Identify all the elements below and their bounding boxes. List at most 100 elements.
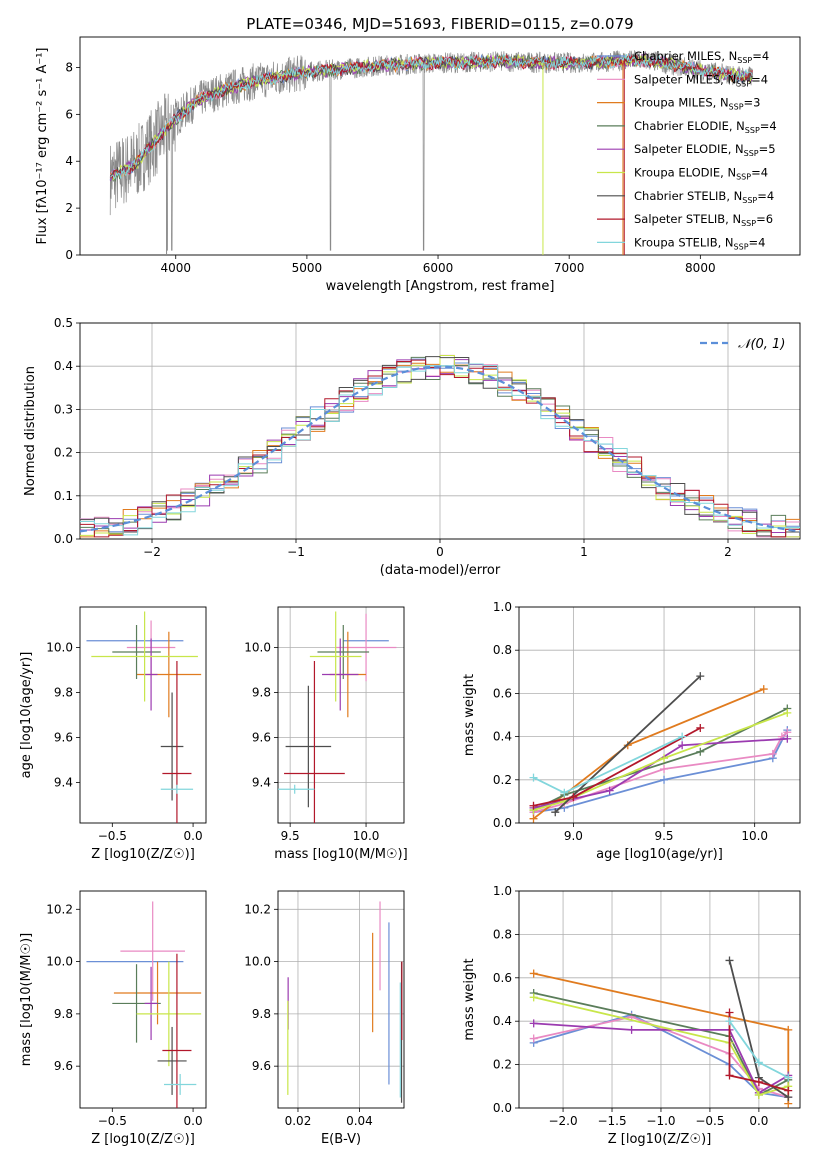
weight_vs_age-marker bbox=[660, 765, 669, 773]
mass_vs_Z-points bbox=[86, 901, 202, 1108]
figure-title: PLATE=0346, MJD=51693, FIBERID=0115, z=0… bbox=[246, 15, 633, 33]
weight_vs_age-marker bbox=[529, 773, 538, 782]
weight_vs_age-marker bbox=[783, 708, 792, 717]
age_vs_Z-ytick-label: 10.0 bbox=[46, 641, 73, 655]
age_vs_mass-points bbox=[278, 611, 397, 823]
weight_vs_age-marker bbox=[605, 786, 614, 795]
age_vs_mass-xtick-label: 9.5 bbox=[281, 829, 300, 843]
weight_vs_Z-marker bbox=[754, 1058, 763, 1067]
spectrum-lines bbox=[109, 50, 754, 255]
weight_vs_age-marker bbox=[678, 732, 687, 741]
age_vs_Z-ytick-label: 9.8 bbox=[54, 686, 73, 700]
weight_vs_Z-lines bbox=[529, 956, 793, 1108]
spectrum-legend: Chabrier MILES, NSSP=4 Salpeter MILES, NS… bbox=[597, 49, 777, 251]
spectrum-xlabel: wavelength [Angstrom, rest frame] bbox=[326, 279, 555, 294]
mass_vs_ebv-ytick-label: 9.6 bbox=[252, 1059, 271, 1073]
weight_vs_Z-marker bbox=[529, 1019, 538, 1028]
weight_vs_Z-xtick-label: −0.5 bbox=[695, 1114, 724, 1128]
age_vs_mass-axes: 9.5 10.0 9.4 9.6 9.8 10.0 mass [log10(M/M☉)] bbox=[244, 606, 408, 862]
age_vs_mass-frame bbox=[277, 606, 405, 824]
weight_vs_age-marker bbox=[696, 723, 705, 732]
weight_vs_Z-marker bbox=[784, 1086, 793, 1095]
weight_vs_Z-marker bbox=[725, 956, 734, 965]
residuals-steps bbox=[80, 354, 800, 538]
weight_vs_Z-marker bbox=[529, 1034, 538, 1043]
weight_vs_age-xtick-label: 9.5 bbox=[654, 829, 673, 843]
mass_vs_ebv-xtick-label: 0.04 bbox=[346, 1114, 373, 1128]
spectrum-ylabel: Flux [fλ10⁻¹⁷ erg cm⁻² s⁻¹ A⁻¹] bbox=[35, 48, 50, 245]
weight_vs_age-marker bbox=[529, 801, 538, 810]
weight_vs_Z-series-line bbox=[728, 1012, 789, 1092]
age_vs_mass-ytick-label: 10.0 bbox=[244, 641, 271, 655]
residuals-ytick-label: 0.5 bbox=[54, 316, 73, 330]
age_vs_mass-xlabel: mass [log10(M/M☉)] bbox=[274, 847, 407, 862]
mass_vs_Z-ytick-label: 9.6 bbox=[54, 1059, 73, 1073]
age_vs_Z-points bbox=[86, 611, 202, 823]
age_vs_Z-ylabel: age [log10(age/yr)] bbox=[19, 652, 34, 779]
mass_vs_Z-axes: −0.5 0.0 9.6 9.8 10.0 10.2 Z [log10(Z/Z☉)] mass… bbox=[19, 890, 207, 1147]
age_vs_mass-ytick-label: 9.4 bbox=[252, 776, 271, 790]
residuals-xtick-label: 1 bbox=[580, 545, 588, 559]
weight_vs_Z-marker bbox=[529, 993, 538, 1002]
mass_vs_ebv-ytick-label: 10.2 bbox=[244, 902, 271, 916]
residuals-ytick-label: 0.1 bbox=[54, 489, 73, 503]
legend-entry: Salpeter MILES, NSSP=4 bbox=[634, 72, 768, 88]
mass_vs_ebv-ytick-label: 10.0 bbox=[244, 955, 271, 969]
residuals-legend-label: 𝒩(0, 1) bbox=[738, 337, 785, 352]
weight_vs_Z-marker bbox=[725, 1017, 734, 1026]
weight_vs_Z-ytick-label: 0.8 bbox=[493, 927, 512, 941]
age_vs_mass-ytick-label: 9.8 bbox=[252, 686, 271, 700]
mass_vs_ebv-axes: 0.02 0.04 9.6 9.8 10.0 10.2 E(B-V) bbox=[244, 890, 405, 1147]
mass_vs_ebv-xlabel: E(B-V) bbox=[321, 1132, 361, 1147]
residuals-axes: −2 −1 0 1 2 0.0 0.1 0.2 0.3 0.4 0.5 (data-model)/er… bbox=[23, 316, 801, 578]
weight_vs_Z-ytick-label: 0.4 bbox=[493, 1014, 512, 1028]
residuals-ytick-label: 0.0 bbox=[54, 532, 73, 546]
weight_vs_age-marker bbox=[759, 685, 768, 694]
weight_vs_Z-marker bbox=[627, 1025, 636, 1034]
weight_vs_Z-series-line bbox=[533, 996, 789, 1097]
weight_vs_age-xlabel: age [log10(age/yr)] bbox=[596, 847, 723, 862]
age_vs_mass-xtick-label: 10.0 bbox=[353, 829, 380, 843]
residuals-xtick-label: −1 bbox=[287, 545, 305, 559]
legend-entry: Chabrier STELIB, NSSP=4 bbox=[634, 189, 774, 205]
legend-entry: Salpeter ELODIE, NSSP=5 bbox=[634, 142, 776, 158]
weight_vs_Z-xtick-label: 0.0 bbox=[749, 1114, 768, 1128]
mass_vs_Z-ytick-label: 10.0 bbox=[46, 955, 73, 969]
weight_vs_Z-xtick-label: −1.5 bbox=[597, 1114, 626, 1128]
age_vs_Z-xtick-label: 0.0 bbox=[184, 829, 203, 843]
weight_vs_age-series-line bbox=[533, 731, 788, 814]
mass_vs_Z-xlabel: Z [log10(Z/Z☉)] bbox=[91, 1132, 195, 1147]
weight_vs_age-ytick-label: 0.2 bbox=[493, 773, 512, 787]
weight_vs_Z-axes: −2.0 −1.5 −1.0 −0.5 0.0 0.0 0.2 0.4 0.6 0.8 1.0 Z [… bbox=[462, 884, 801, 1147]
mass_vs_Z-ylabel: mass [log10(M/M☉)] bbox=[19, 933, 34, 1066]
legend-entry: Salpeter STELIB, NSSP=6 bbox=[634, 212, 773, 228]
weight_vs_Z-marker bbox=[754, 1077, 763, 1086]
spectrum-xtick-label: 7000 bbox=[554, 261, 585, 275]
spectrum-axes: 4000 5000 6000 7000 8000 0 2 4 6 8 wavelength [Ang… bbox=[35, 36, 801, 294]
age_vs_Z-ytick-label: 9.6 bbox=[54, 731, 73, 745]
weight_vs_Z-marker bbox=[754, 1090, 763, 1099]
residuals-hist-step bbox=[80, 354, 800, 538]
weight_vs_age-marker bbox=[560, 788, 569, 797]
spectrum-xtick-label: 6000 bbox=[423, 261, 454, 275]
residuals-ytick-label: 0.2 bbox=[54, 446, 73, 460]
weight_vs_Z-xlabel: Z [log10(Z/Z☉)] bbox=[608, 1132, 712, 1147]
residuals-frame bbox=[79, 322, 801, 540]
weight_vs_age-marker bbox=[551, 808, 560, 817]
weight_vs_Z-marker bbox=[784, 1025, 793, 1034]
weight_vs_age-marker bbox=[696, 747, 705, 756]
legend-entry: Chabrier MILES, NSSP=4 bbox=[634, 49, 769, 65]
mass_vs_ebv-ytick-label: 9.8 bbox=[252, 1007, 271, 1021]
weight_vs_age-marker bbox=[660, 775, 669, 784]
weight_vs_age-ytick-label: 0.8 bbox=[493, 643, 512, 657]
weight_vs_Z-marker bbox=[725, 1071, 734, 1080]
age_vs_Z-frame bbox=[79, 606, 207, 824]
residuals-ylabel: Normed distribution bbox=[23, 366, 38, 496]
weight_vs_age-lines bbox=[529, 672, 792, 823]
age_vs_Z-ytick-label: 9.4 bbox=[54, 776, 73, 790]
weight_vs_age-marker bbox=[696, 672, 705, 681]
mass_vs_Z-frame bbox=[79, 890, 207, 1109]
weight_vs_age-marker bbox=[660, 754, 669, 763]
age_vs_Z-xtick-label: −0.5 bbox=[98, 829, 127, 843]
weight_vs_Z-ytick-label: 1.0 bbox=[493, 884, 512, 898]
